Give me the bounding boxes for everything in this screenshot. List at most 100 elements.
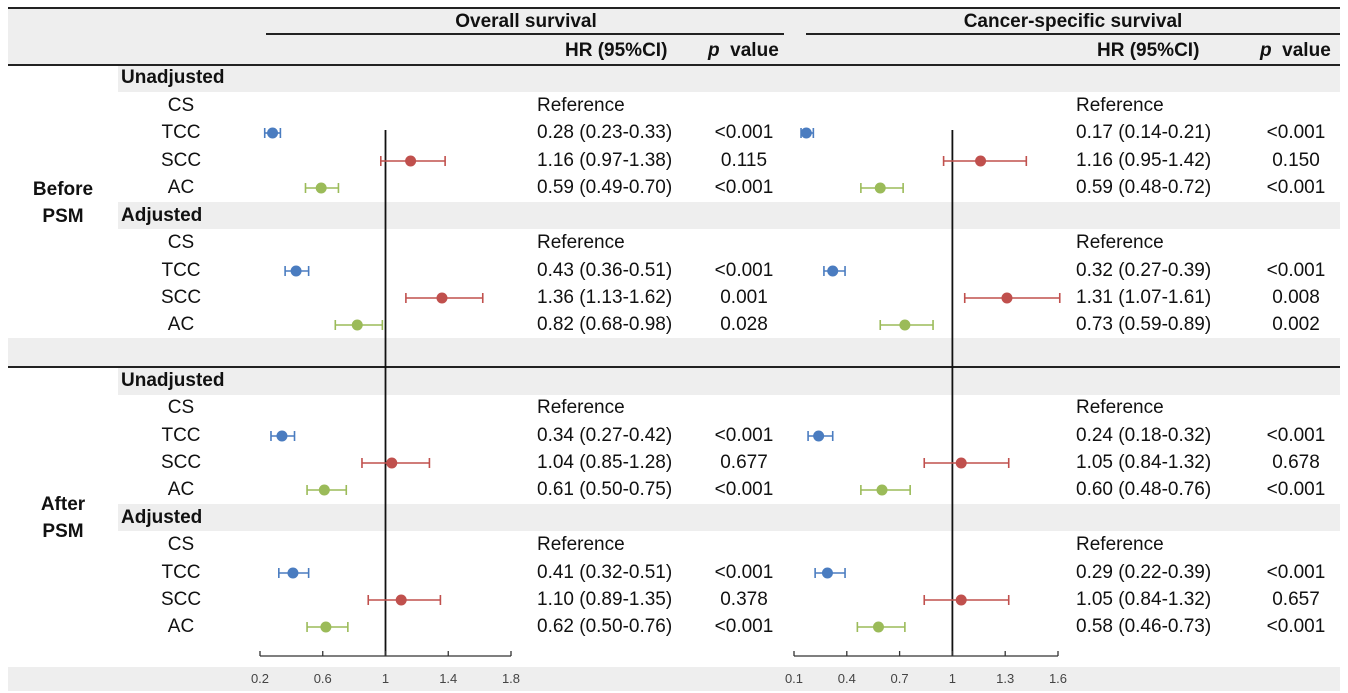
group-label-after-line2: PSM xyxy=(42,521,84,542)
css-hr-text: 1.16 (0.95-1.42) xyxy=(1076,150,1212,171)
hr-point xyxy=(436,292,448,304)
hr-point xyxy=(386,457,398,469)
row-label: CS xyxy=(167,534,195,555)
os-hr-text: 1.04 (0.85-1.28) xyxy=(537,452,673,473)
row-label: SCC xyxy=(160,287,202,308)
css-panel-title: Cancer-specific survival xyxy=(963,11,1183,32)
x-tick-label: 1.3 xyxy=(996,671,1014,686)
x-tick-label: 1.8 xyxy=(502,671,520,686)
os-p-value: 0.115 xyxy=(720,150,768,171)
os-p-value: <0.001 xyxy=(714,616,774,637)
css-p-header-rest: value xyxy=(1282,40,1331,61)
x-tick-label: 1 xyxy=(949,671,956,686)
header-band xyxy=(8,8,1340,64)
os-p-value: <0.001 xyxy=(714,479,774,500)
css-hr-text: 0.17 (0.14-0.21) xyxy=(1076,122,1212,143)
os-p-value: 0.378 xyxy=(720,589,768,610)
row-label: CS xyxy=(167,397,195,418)
row-label: SCC xyxy=(160,452,202,473)
row-label: SCC xyxy=(160,150,202,171)
os-hr-text: Reference xyxy=(537,397,625,418)
css-hr-text: 0.58 (0.46-0.73) xyxy=(1076,616,1212,637)
row-label: SCC xyxy=(160,589,202,610)
os-hr-text: 0.82 (0.68-0.98) xyxy=(537,314,673,335)
css-hr-text: 0.59 (0.48-0.72) xyxy=(1076,177,1212,198)
group-separator-band xyxy=(8,338,1340,366)
top-rule xyxy=(8,7,1340,9)
css-hr-text: 0.73 (0.59-0.89) xyxy=(1076,314,1212,335)
hr-point xyxy=(800,127,812,139)
x-tick-label: 1.6 xyxy=(1049,671,1067,686)
hr-point xyxy=(899,319,911,331)
css-p-header-italic: p xyxy=(1260,40,1272,61)
x-tick-label: 0.1 xyxy=(785,671,803,686)
os-p-value: <0.001 xyxy=(714,425,774,446)
os-hr-text: 0.28 (0.23-0.33) xyxy=(537,122,673,143)
os-p-header-rest: value xyxy=(730,40,779,61)
os-hr-text: 0.34 (0.27-0.42) xyxy=(537,425,673,446)
hr-point xyxy=(876,484,888,496)
row-label: AC xyxy=(167,177,195,198)
row-label: AC xyxy=(167,314,195,335)
hr-point xyxy=(405,155,417,167)
os-p-value: 0.001 xyxy=(720,287,768,308)
os-hr-header: HR (95%CI) xyxy=(565,40,668,61)
os-hr-text: 0.59 (0.49-0.70) xyxy=(537,177,673,198)
os-hr-text: 0.61 (0.50-0.75) xyxy=(537,479,673,500)
css-hr-text: 0.60 (0.48-0.76) xyxy=(1076,479,1212,500)
hr-point xyxy=(955,457,967,469)
hr-point xyxy=(1001,292,1013,304)
os-p-header-italic: p xyxy=(708,40,720,61)
x-tick-label: 0.4 xyxy=(838,671,856,686)
hr-point xyxy=(975,155,987,167)
hr-point xyxy=(351,319,363,331)
row-label: AC xyxy=(167,479,195,500)
css-p-value: <0.001 xyxy=(1266,425,1326,446)
section-label: Adjusted xyxy=(121,205,203,226)
hr-point xyxy=(955,594,967,606)
hr-point xyxy=(395,594,407,606)
hr-point xyxy=(267,127,279,139)
css-hr-text: 1.31 (1.07-1.61) xyxy=(1076,287,1212,308)
css-hr-header: HR (95%CI) xyxy=(1097,40,1200,61)
css-p-value: <0.001 xyxy=(1266,260,1326,281)
section-label: Unadjusted xyxy=(121,370,225,391)
group-separator-rule xyxy=(8,366,1340,368)
os-p-value: <0.001 xyxy=(714,562,774,583)
os-hr-text: Reference xyxy=(537,95,625,116)
os-p-header: p value xyxy=(708,41,779,60)
os-p-value: <0.001 xyxy=(714,177,774,198)
hr-point xyxy=(320,621,332,633)
hr-point xyxy=(276,430,288,442)
hr-point xyxy=(315,182,327,194)
css-hr-text: 1.05 (0.84-1.32) xyxy=(1076,589,1212,610)
row-label: CS xyxy=(167,95,195,116)
os-title-underline xyxy=(266,33,784,35)
x-tick-label: 0.6 xyxy=(314,671,332,686)
css-hr-text: Reference xyxy=(1076,534,1164,555)
css-p-value: <0.001 xyxy=(1266,616,1326,637)
hr-point xyxy=(813,430,825,442)
css-p-value: 0.008 xyxy=(1272,287,1320,308)
hr-point xyxy=(827,265,839,277)
row-label: TCC xyxy=(161,562,201,583)
x-tick-label: 0.2 xyxy=(251,671,269,686)
os-hr-text: 1.36 (1.13-1.62) xyxy=(537,287,673,308)
os-p-value: <0.001 xyxy=(714,260,774,281)
section-label: Adjusted xyxy=(121,507,203,528)
css-p-value: <0.001 xyxy=(1266,177,1326,198)
css-p-value: <0.001 xyxy=(1266,479,1326,500)
css-hr-text: 0.32 (0.27-0.39) xyxy=(1076,260,1212,281)
group-label-before-line2: PSM xyxy=(42,206,84,227)
section-label: Unadjusted xyxy=(121,67,225,88)
axis-band xyxy=(8,667,1340,691)
hr-point xyxy=(318,484,330,496)
section-band-2 xyxy=(118,202,1340,229)
os-p-value: 0.677 xyxy=(720,452,768,473)
x-tick-label: 1 xyxy=(382,671,389,686)
os-hr-text: 1.10 (0.89-1.35) xyxy=(537,589,673,610)
os-hr-text: 1.16 (0.97-1.38) xyxy=(537,150,673,171)
row-label: AC xyxy=(167,616,195,637)
css-hr-text: Reference xyxy=(1076,397,1164,418)
